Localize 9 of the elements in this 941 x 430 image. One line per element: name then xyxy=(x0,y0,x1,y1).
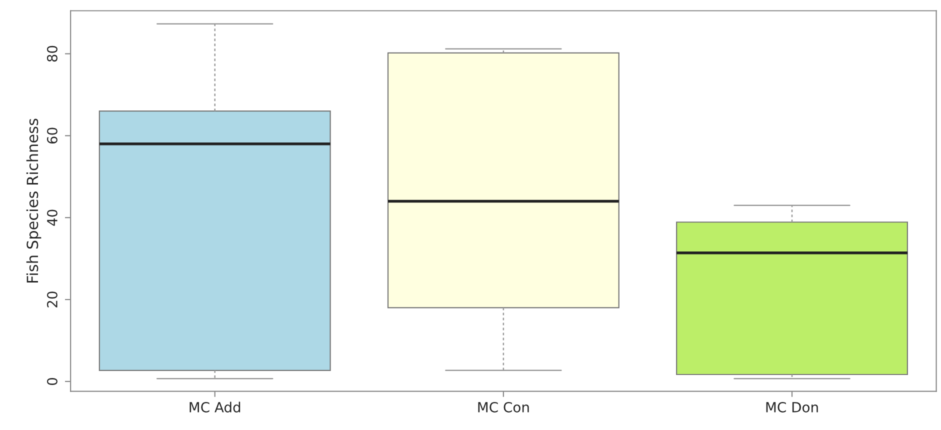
y-tick-label: 80 xyxy=(46,46,58,62)
y-tick-label: 0 xyxy=(46,378,58,385)
x-tick-label: MC Con xyxy=(478,402,529,412)
x-tick-label: MC Add xyxy=(190,402,240,412)
x-tick-label: MC Don xyxy=(766,402,818,412)
y-tick-label: 20 xyxy=(46,292,58,308)
y-tick-label: 40 xyxy=(46,210,58,226)
y-axis-title: Fish Species Richness xyxy=(26,118,42,283)
y-tick-label: 60 xyxy=(46,128,58,144)
